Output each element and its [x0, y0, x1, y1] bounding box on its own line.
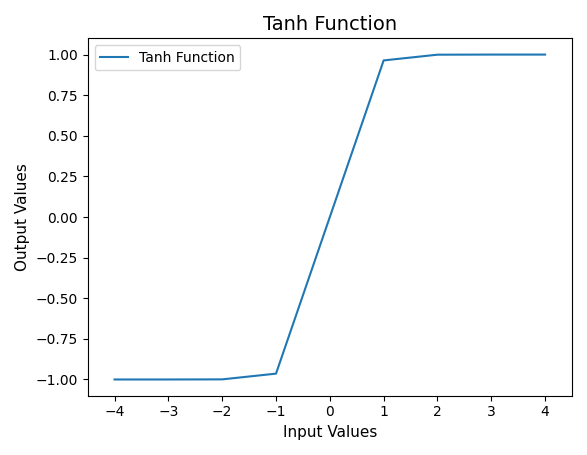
X-axis label: Input Values: Input Values	[282, 425, 377, 440]
Y-axis label: Output Values: Output Values	[15, 163, 30, 271]
Legend: Tanh Function: Tanh Function	[95, 46, 240, 71]
Line: Tanh Function: Tanh Function	[114, 55, 545, 379]
Tanh Function	[488, 52, 495, 57]
Tanh Function	[326, 214, 333, 220]
Tanh Function	[272, 371, 279, 376]
Tanh Function	[542, 52, 549, 57]
Tanh Function	[111, 377, 118, 382]
Tanh Function	[434, 52, 441, 57]
Tanh Function	[219, 377, 226, 382]
Tanh Function	[380, 58, 387, 63]
Tanh Function	[165, 377, 172, 382]
Title: Tanh Function: Tanh Function	[263, 15, 397, 34]
